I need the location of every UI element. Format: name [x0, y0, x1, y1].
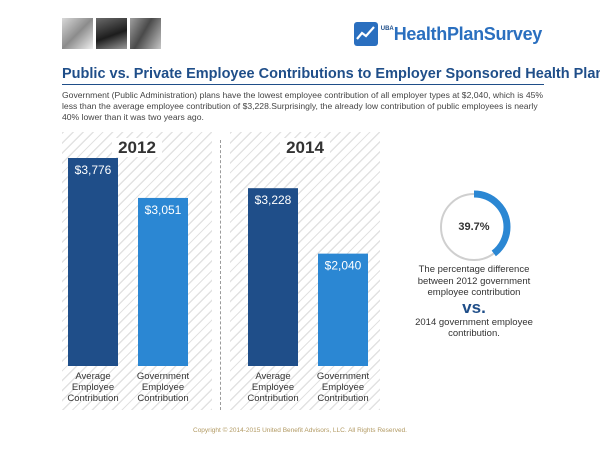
logo-prefix: UBA [380, 26, 394, 32]
description: Government (Public Administration) plans… [62, 90, 544, 122]
bar-2014-1 [248, 188, 298, 366]
bar-value-label: $2,040 [325, 259, 362, 273]
category-label: Employee [72, 382, 114, 393]
stat-description: The percentage difference between 2012 g… [415, 264, 533, 340]
category-label: Contribution [247, 393, 298, 404]
bar-value-label: $3,776 [75, 163, 112, 177]
stat-text-bottom: 2014 government employee contribution. [415, 316, 533, 340]
category-label: Contribution [317, 393, 368, 404]
page-title: Public vs. Private Employee Contribution… [62, 66, 600, 82]
category-label: Government [317, 371, 370, 382]
photo-thumbnail [62, 18, 93, 49]
category-label: Contribution [137, 393, 188, 404]
photo-thumbnail [96, 18, 127, 49]
logo-text: HealthPlanSurvey [393, 23, 543, 44]
header-photos [62, 18, 161, 49]
category-label: Employee [322, 382, 364, 393]
logo: UBA HealthPlanSurvey [353, 22, 543, 46]
bar-value-label: $3,051 [145, 203, 182, 217]
percent-ring: 39.7% [435, 188, 513, 266]
category-label: Employee [252, 382, 294, 393]
title-rule [62, 84, 544, 85]
category-label: Contribution [67, 393, 118, 404]
bar-2012-2 [138, 197, 188, 366]
category-label: Average [255, 371, 290, 382]
percent-value: 39.7% [458, 221, 490, 233]
category-label: Employee [142, 382, 184, 393]
year-label-2014: 2014 [280, 138, 330, 157]
vs-label: vs. [462, 297, 486, 317]
chart-trend-icon [353, 22, 378, 46]
photo-thumbnail [130, 18, 161, 49]
panel-divider [220, 140, 221, 410]
stat-text-top: The percentage difference between 2012 g… [417, 264, 531, 298]
category-label: Government [137, 371, 190, 382]
bar-2014-2 [318, 253, 368, 366]
year-label-2012: 2012 [112, 138, 162, 157]
copyright: Copyright © 2014-2015 United Benefit Adv… [193, 427, 407, 434]
bar-value-label: $3,228 [255, 193, 292, 207]
bar-2012-1 [68, 158, 118, 366]
ring-progress [437, 190, 511, 264]
category-label: Average [75, 371, 110, 382]
